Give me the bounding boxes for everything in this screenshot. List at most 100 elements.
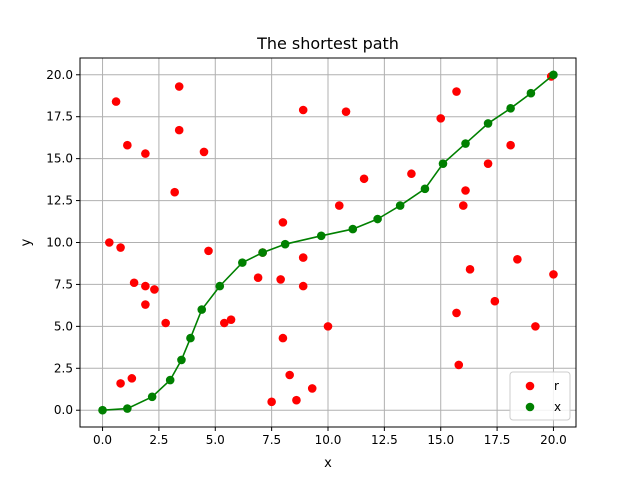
r-point — [341, 107, 351, 116]
x-tick-label: 2.5 — [149, 433, 168, 447]
r-point — [513, 254, 522, 264]
x-tick-label: 0.0 — [93, 433, 112, 447]
r-point — [490, 296, 500, 306]
y-tick-label: 17.5 — [46, 110, 73, 124]
r-point — [465, 265, 475, 274]
shortest-path-line — [102, 74, 554, 412]
y-tick-label: 5.0 — [54, 319, 73, 333]
legend: rx — [509, 371, 571, 421]
x-tick-label: 10.0 — [315, 433, 342, 447]
series-x — [98, 70, 558, 415]
y-tick-label: 0.0 — [54, 403, 73, 417]
r-point — [278, 218, 288, 227]
y-tick-label: 15.0 — [46, 152, 73, 166]
x-point — [549, 70, 558, 80]
r-point — [161, 318, 170, 328]
r-point — [307, 384, 317, 393]
grid-lines — [80, 58, 576, 427]
chart-title: The shortest path — [256, 34, 399, 53]
r-point — [129, 278, 139, 288]
x-point — [215, 281, 225, 291]
y-tick-label: 7.5 — [54, 277, 73, 291]
r-point — [267, 397, 276, 407]
r-point — [174, 82, 184, 91]
x-point — [395, 201, 405, 210]
r-point — [334, 201, 344, 210]
legend-marker-x — [525, 402, 535, 412]
r-point — [483, 159, 493, 168]
r-point — [226, 315, 236, 324]
y-tick-label: 20.0 — [46, 68, 73, 82]
r-point — [407, 169, 416, 179]
r-point — [278, 333, 288, 343]
x-point — [98, 405, 107, 415]
r-point — [452, 87, 461, 96]
r-point — [298, 253, 308, 262]
y-axis-ticks: 0.0 2.5 5.0 7.5 10.0 12.5 15.0 17.5 20.0 — [46, 68, 80, 417]
x-point — [177, 355, 186, 365]
x-point — [197, 305, 207, 314]
x-tick-label: 5.0 — [206, 433, 225, 447]
r-point — [436, 114, 446, 123]
series-layer — [98, 70, 558, 415]
y-tick-label: 10.0 — [46, 236, 73, 250]
x-point — [373, 214, 382, 224]
legend-label-x: x — [554, 400, 561, 414]
x-point — [238, 258, 247, 267]
x-point — [258, 248, 267, 257]
x-tick-label: 15.0 — [427, 433, 454, 447]
x-point — [165, 375, 175, 385]
r-point — [359, 174, 369, 184]
plot-frame — [79, 57, 577, 428]
y-axis-label: y — [19, 238, 34, 246]
x-point — [506, 104, 515, 113]
r-point — [123, 140, 132, 150]
r-point — [116, 243, 125, 252]
x-axis-label: x — [324, 456, 332, 471]
x-point — [438, 159, 448, 168]
r-point — [454, 360, 464, 370]
legend-marker-r — [525, 381, 535, 391]
x-axis-ticks: 0.0 2.5 5.0 7.5 10.0 12.5 15.0 17.5 20.0 — [93, 427, 567, 447]
r-point — [531, 322, 540, 331]
y-tick-label: 12.5 — [46, 194, 73, 208]
r-point — [170, 187, 179, 197]
y-tick-label: 2.5 — [54, 361, 73, 375]
x-point — [348, 224, 358, 234]
r-point — [141, 149, 150, 158]
r-point — [506, 140, 515, 150]
x-tick-label: 20.0 — [540, 433, 567, 447]
r-point — [292, 395, 301, 405]
x-tick-label: 17.5 — [484, 433, 511, 447]
r-point — [298, 105, 308, 115]
r-point — [452, 308, 461, 318]
r-point — [276, 275, 285, 284]
x-tick-label: 12.5 — [371, 433, 398, 447]
x-point — [526, 88, 536, 98]
x-point — [461, 139, 470, 148]
r-point — [285, 370, 294, 380]
r-point — [549, 270, 558, 279]
x-point — [147, 392, 157, 402]
x-point — [123, 404, 132, 413]
r-point — [116, 379, 125, 388]
r-point — [127, 374, 137, 383]
r-point — [111, 97, 121, 106]
r-point — [219, 318, 229, 328]
r-point — [458, 201, 468, 210]
r-point — [298, 281, 308, 291]
r-point — [461, 186, 470, 195]
r-point — [199, 147, 209, 157]
r-point — [253, 273, 263, 283]
r-point — [150, 285, 159, 294]
r-point — [141, 300, 150, 309]
r-point — [204, 246, 213, 256]
x-tick-label: 7.5 — [262, 433, 281, 447]
x-point — [186, 333, 195, 343]
x-point — [316, 231, 326, 241]
x-point — [420, 184, 430, 194]
legend-box — [509, 371, 571, 421]
r-point — [174, 125, 184, 135]
